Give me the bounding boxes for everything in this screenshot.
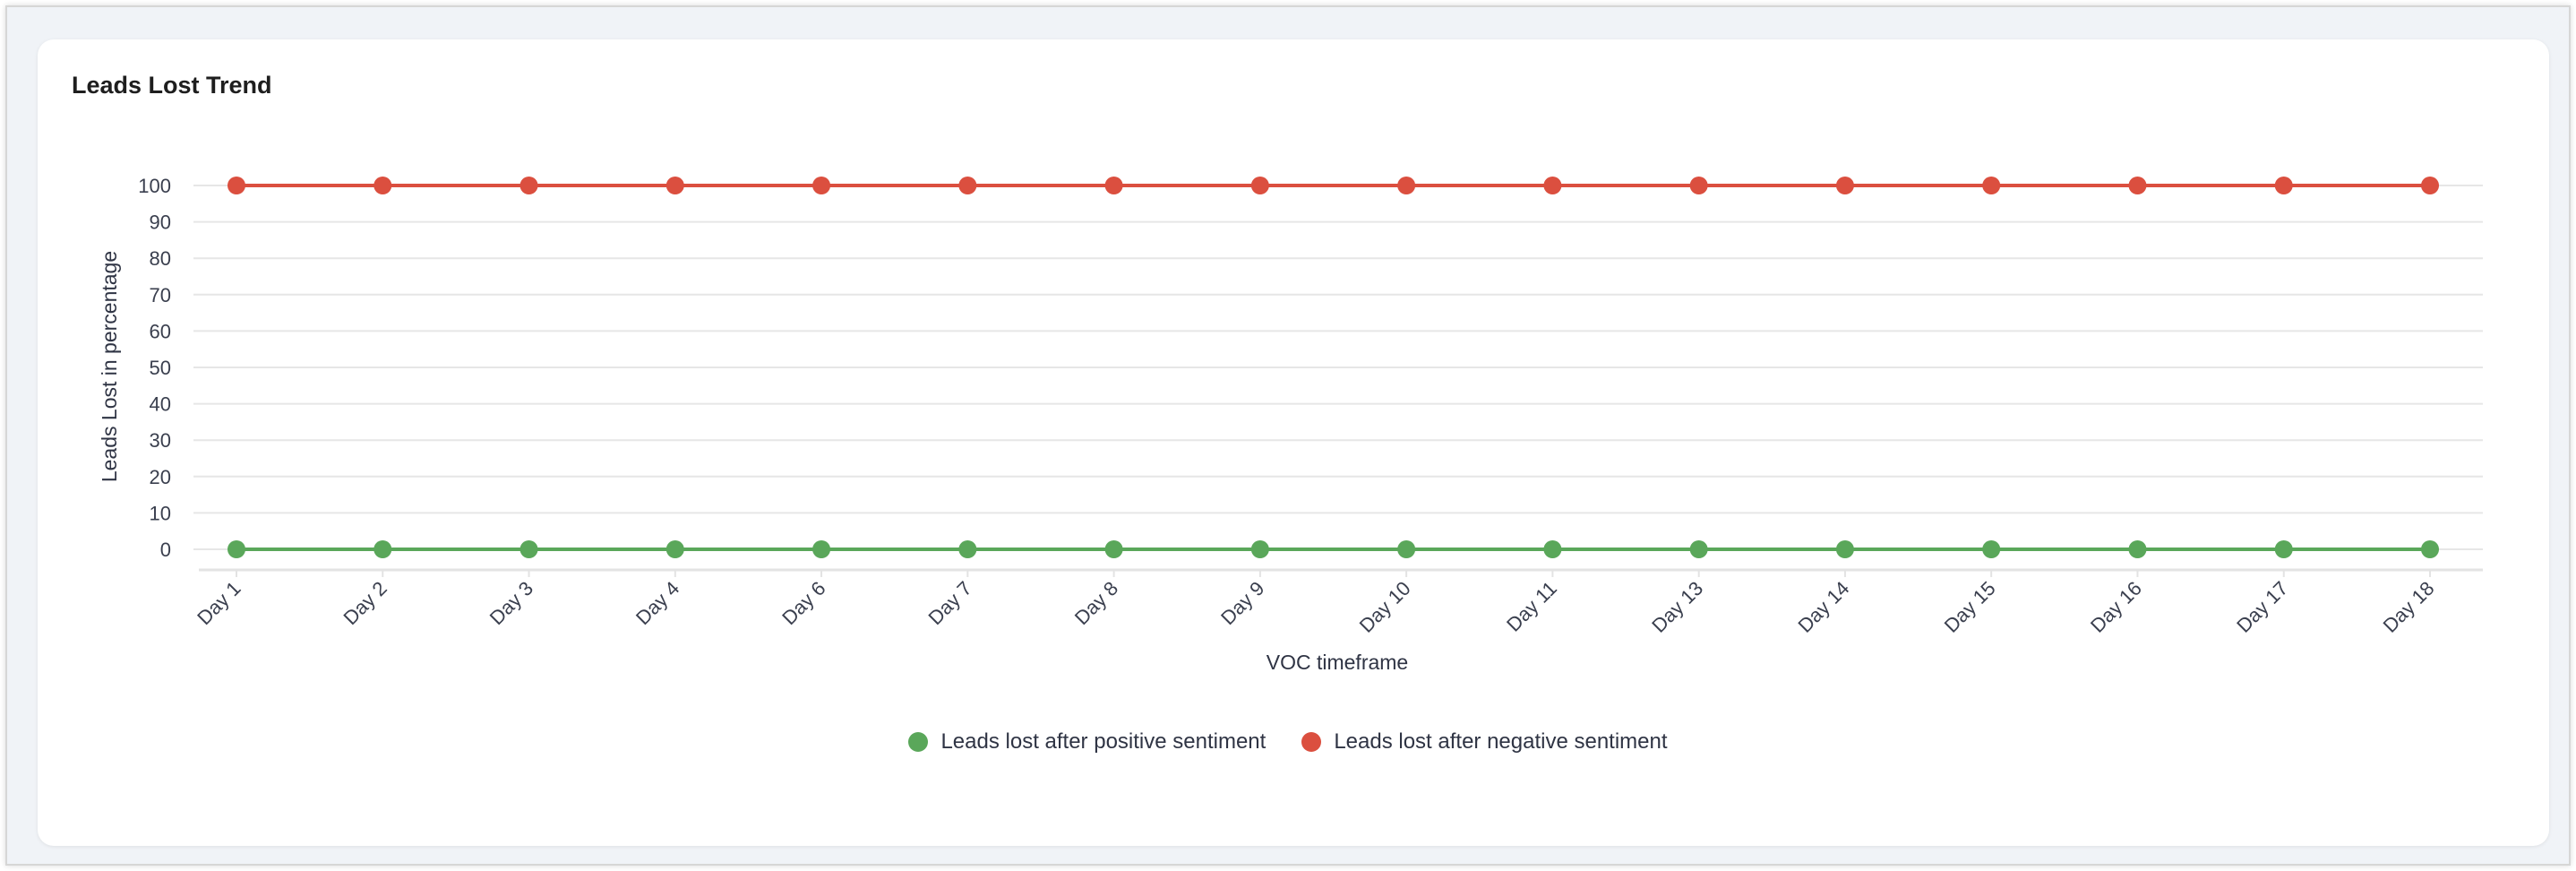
x-tick-label: Day 4 — [631, 577, 683, 629]
x-tick-label: Day 2 — [339, 577, 391, 629]
x-tick-label: Day 16 — [2086, 577, 2146, 637]
legend-item-positive[interactable]: Leads lost after positive sentiment — [908, 729, 1266, 755]
data-point — [2128, 177, 2147, 194]
y-tick-label: 50 — [150, 357, 171, 379]
data-point — [1689, 540, 1708, 558]
x-tick-label: Day 8 — [1070, 577, 1122, 629]
data-point — [1835, 177, 1854, 194]
data-point — [665, 540, 684, 558]
x-tick-label: Day 14 — [1793, 577, 1853, 637]
data-point — [958, 177, 977, 194]
data-point — [1543, 540, 1562, 558]
outer-frame — [5, 5, 2571, 866]
data-point — [1689, 177, 1708, 194]
y-tick-label: 20 — [150, 466, 171, 488]
data-point — [812, 177, 831, 194]
data-point — [1104, 540, 1123, 558]
data-point — [1982, 177, 2001, 194]
legend-label: Leads lost after negative sentiment — [1334, 729, 1668, 754]
data-point — [812, 540, 831, 558]
red-dot-icon — [1301, 732, 1322, 752]
data-point — [1543, 177, 1562, 194]
data-point — [519, 540, 538, 558]
green-dot-icon — [908, 732, 929, 752]
y-tick-label: 100 — [138, 175, 171, 197]
y-tick-label: 40 — [150, 393, 171, 416]
y-tick-label: 80 — [150, 247, 171, 270]
x-tick-label: Day 3 — [485, 577, 537, 629]
x-tick-label: Day 18 — [2379, 577, 2439, 637]
x-tick-label: Day 9 — [1216, 577, 1268, 629]
y-tick-label: 0 — [160, 539, 171, 561]
chart-title: Leads Lost Trend — [72, 72, 272, 99]
data-point — [2274, 177, 2293, 194]
x-tick-label: Day 17 — [2232, 577, 2292, 637]
x-tick-label: Day 11 — [1502, 577, 1561, 636]
x-tick-label: Day 6 — [777, 577, 829, 629]
y-axis-title: Leads Lost in percentage — [98, 251, 121, 482]
data-point — [228, 540, 245, 558]
y-tick-label: 60 — [150, 320, 171, 342]
data-point — [1104, 177, 1123, 194]
data-point — [519, 177, 538, 194]
data-point — [1397, 177, 1416, 194]
data-point — [1250, 540, 1269, 558]
y-tick-label: 10 — [150, 502, 171, 524]
data-point — [1982, 540, 2001, 558]
legend-item-negative[interactable]: Leads lost after negative sentiment — [1301, 729, 1668, 755]
legend-label: Leads lost after positive sentiment — [940, 729, 1267, 754]
x-tick-label: Day 10 — [1355, 577, 1415, 637]
x-tick-label: Day 1 — [193, 577, 245, 629]
data-point — [1397, 540, 1416, 558]
y-tick-label: 70 — [150, 284, 171, 306]
x-tick-label: Day 13 — [1647, 577, 1707, 637]
data-point — [374, 177, 392, 194]
data-point — [2274, 540, 2293, 558]
y-tick-label: 90 — [150, 211, 171, 234]
x-tick-label: Day 7 — [924, 577, 976, 629]
data-point — [2421, 177, 2439, 194]
x-tick-label: Day 15 — [1940, 577, 2000, 637]
data-point — [1835, 540, 1854, 558]
data-point — [2421, 540, 2439, 558]
data-point — [665, 177, 684, 194]
y-tick-label: 30 — [150, 429, 171, 452]
chart-card — [38, 39, 2549, 846]
data-point — [1250, 177, 1269, 194]
x-axis-title: VOC timeframe — [1267, 651, 1408, 674]
data-point — [2128, 540, 2147, 558]
data-point — [958, 540, 977, 558]
data-point — [228, 177, 245, 194]
data-point — [374, 540, 392, 558]
legend: Leads lost after positive sentiment Lead… — [0, 729, 2576, 755]
